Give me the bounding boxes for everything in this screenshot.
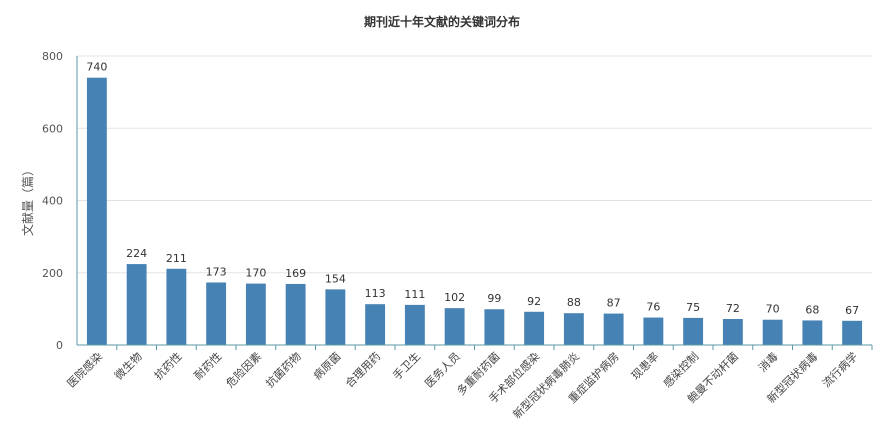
data-label: 87	[607, 297, 621, 310]
chart-title: 期刊近十年文献的关键词分布	[364, 14, 520, 29]
bar	[563, 313, 584, 345]
y-tick-label: 400	[42, 195, 63, 208]
data-label: 99	[487, 292, 501, 305]
data-label: 740	[86, 61, 107, 74]
bar	[166, 268, 187, 345]
bar	[285, 283, 306, 345]
bar	[643, 317, 664, 345]
y-tick-label: 0	[56, 339, 63, 352]
x-tick-label: 病原菌	[310, 349, 343, 382]
data-label: 68	[805, 303, 819, 316]
x-tick-label: 抗菌药物	[263, 349, 304, 390]
data-label: 224	[126, 247, 147, 260]
x-tick-label: 消毒	[755, 349, 780, 374]
data-label: 211	[166, 252, 187, 265]
data-label: 169	[285, 267, 306, 280]
data-label: 76	[646, 301, 660, 314]
x-tick-label: 手卫生	[390, 349, 423, 382]
bar	[206, 282, 227, 345]
bar	[722, 318, 743, 345]
y-axis-label: 文献量（篇）	[20, 164, 35, 236]
data-label: 92	[527, 295, 541, 308]
bar	[603, 313, 624, 345]
bar	[365, 304, 386, 345]
bar	[325, 289, 346, 345]
data-label: 70	[766, 303, 780, 316]
x-tick-label: 抗药性	[151, 349, 184, 382]
bars	[86, 77, 863, 346]
data-label: 67	[845, 304, 859, 317]
x-tick-label: 微生物	[112, 349, 145, 382]
y-axis-ticks: 0 200 400 600 800	[42, 50, 63, 352]
bar	[842, 320, 863, 345]
data-labels: 740 224 211 173 170 169 154 113 111 102 99 92 88 87 76…	[86, 61, 859, 317]
x-tick-label: 新型冠状病毒肺炎	[510, 349, 582, 421]
bar	[444, 308, 465, 345]
bar	[404, 304, 425, 345]
data-label: 173	[206, 266, 227, 279]
x-tick-label: 感染控制	[660, 349, 701, 390]
x-axis-ticks: 医院感染 微生物 抗药性 耐药性 危险因素 抗菌药物 病原菌 合理用药 手卫生 医务人员多重耐药菌…	[64, 345, 873, 421]
bar	[86, 77, 107, 346]
x-tick-label: 危险因素	[223, 349, 264, 390]
x-tick-label: 合理用药	[342, 349, 383, 390]
data-label: 88	[567, 296, 581, 309]
bar	[762, 319, 783, 345]
bar	[126, 264, 147, 345]
x-tick-label: 现患率	[628, 349, 661, 382]
y-tick-label: 600	[42, 122, 63, 135]
gridlines	[77, 55, 872, 274]
data-label: 154	[325, 272, 346, 285]
data-label: 72	[726, 302, 740, 315]
x-tick-label: 医务人员	[422, 350, 462, 390]
bar	[802, 320, 823, 345]
data-label: 170	[245, 267, 266, 280]
data-label: 75	[686, 301, 700, 314]
y-tick-label: 800	[42, 50, 63, 63]
bar	[524, 311, 545, 345]
y-tick-label: 200	[42, 267, 63, 280]
bar	[683, 317, 704, 345]
data-label: 113	[365, 287, 386, 300]
x-tick-label: 耐药性	[191, 349, 224, 382]
x-tick-label: 流行病学	[819, 349, 860, 390]
data-label: 102	[444, 291, 465, 304]
bar	[245, 283, 266, 345]
data-label: 111	[404, 288, 425, 301]
x-tick-label: 医院感染	[64, 349, 105, 390]
bar	[484, 309, 505, 345]
